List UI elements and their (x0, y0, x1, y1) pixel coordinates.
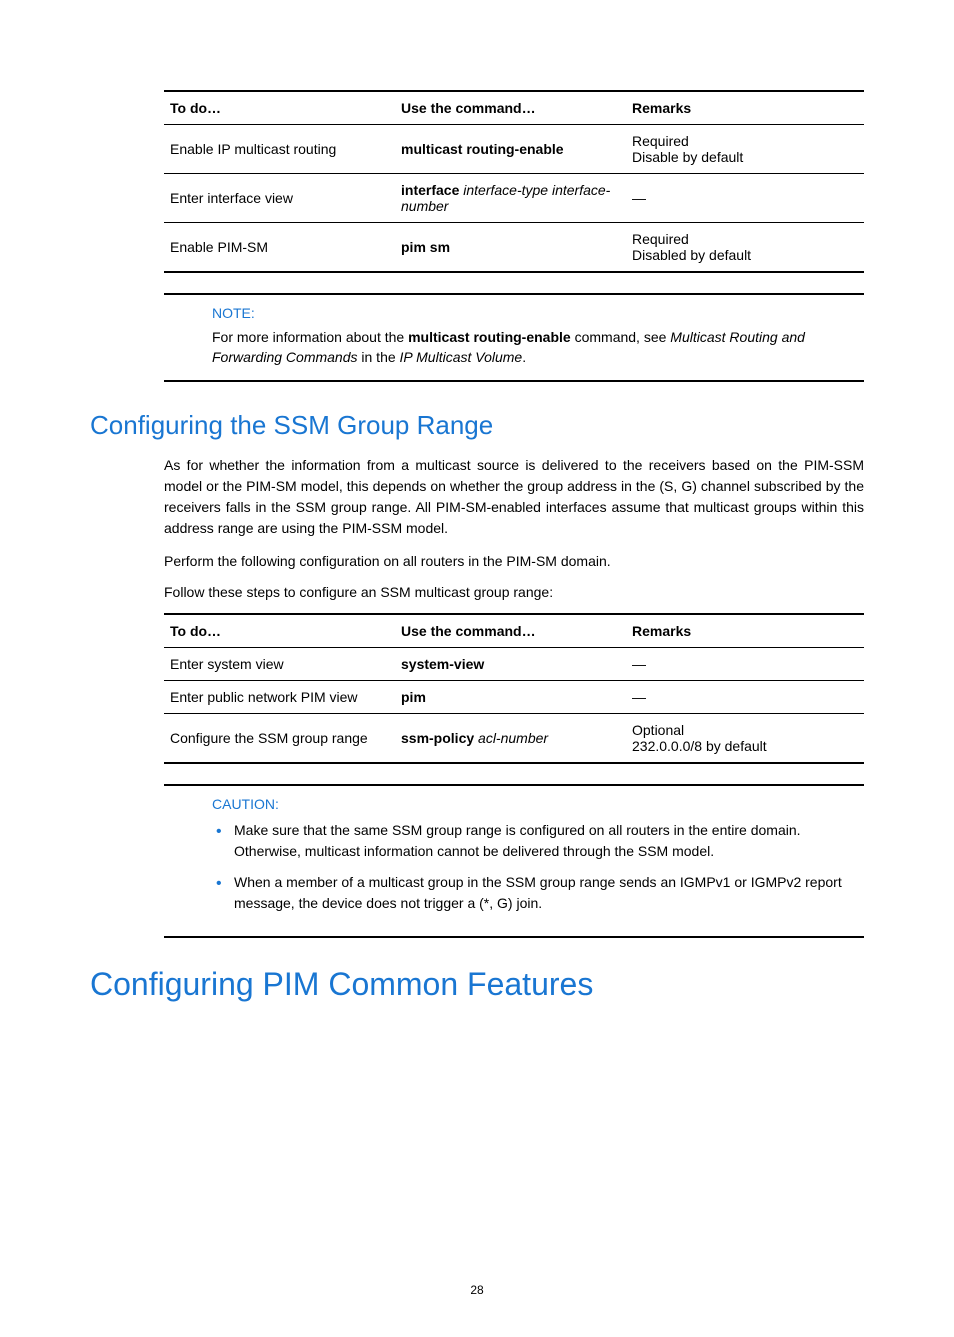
caution-bullet: Make sure that the same SSM group range … (212, 820, 864, 862)
cell-todo: Enter system view (164, 647, 395, 680)
table-row: Enable PIM-SM pim sm Required Disabled b… (164, 223, 864, 273)
page-number: 28 (90, 1283, 864, 1297)
caution-label: CAUTION: (212, 796, 864, 812)
section1-para3: Follow these steps to configure an SSM m… (164, 582, 864, 603)
cell-todo: Configure the SSM group range (164, 713, 395, 763)
caution-container: CAUTION: Make sure that the same SSM gro… (164, 784, 864, 938)
cell-cmd: system-view (395, 647, 626, 680)
cell-remarks: Required Disabled by default (626, 223, 864, 273)
caution-list: Make sure that the same SSM group range … (212, 820, 864, 914)
table-row: Enter public network PIM view pim — (164, 680, 864, 713)
section1-heading: Configuring the SSM Group Range (90, 410, 864, 441)
caution-bullet: When a member of a multicast group in th… (212, 872, 864, 914)
table-row: Enter system view system-view — (164, 647, 864, 680)
cell-remarks: — (626, 174, 864, 223)
table2-header-remarks: Remarks (626, 614, 864, 648)
note-box: NOTE: For more information about the mul… (164, 293, 864, 382)
table1-header-remarks: Remarks (626, 91, 864, 125)
cell-cmd: pim sm (395, 223, 626, 273)
table-row: Enter interface view interface interface… (164, 174, 864, 223)
table1-container: To do… Use the command… Remarks Enable I… (164, 90, 864, 273)
cell-todo: Enable PIM-SM (164, 223, 395, 273)
cell-cmd: pim (395, 680, 626, 713)
table1-header-todo: To do… (164, 91, 395, 125)
cell-todo: Enter interface view (164, 174, 395, 223)
cell-remarks: — (626, 647, 864, 680)
table2-header-todo: To do… (164, 614, 395, 648)
note-label: NOTE: (212, 305, 864, 321)
cell-todo: Enable IP multicast routing (164, 125, 395, 174)
section2-heading: Configuring PIM Common Features (90, 966, 864, 1003)
table-row: Enable IP multicast routing multicast ro… (164, 125, 864, 174)
cell-remarks: — (626, 680, 864, 713)
cell-cmd: multicast routing-enable (395, 125, 626, 174)
table-row: Configure the SSM group range ssm-policy… (164, 713, 864, 763)
table2-container: To do… Use the command… Remarks Enter sy… (164, 613, 864, 764)
section1-para1: As for whether the information from a mu… (164, 455, 864, 539)
cell-cmd: ssm-policy acl-number (395, 713, 626, 763)
table2-header-cmd: Use the command… (395, 614, 626, 648)
section1-para2: Perform the following configuration on a… (164, 551, 864, 572)
cell-remarks: Required Disable by default (626, 125, 864, 174)
table1: To do… Use the command… Remarks Enable I… (164, 90, 864, 273)
cell-cmd: interface interface-type interface-numbe… (395, 174, 626, 223)
note-text: For more information about the multicast… (212, 327, 864, 368)
cell-remarks: Optional 232.0.0.0/8 by default (626, 713, 864, 763)
caution-box: CAUTION: Make sure that the same SSM gro… (164, 784, 864, 938)
table2: To do… Use the command… Remarks Enter sy… (164, 613, 864, 764)
table1-header-cmd: Use the command… (395, 91, 626, 125)
note-container: NOTE: For more information about the mul… (164, 293, 864, 382)
cell-todo: Enter public network PIM view (164, 680, 395, 713)
